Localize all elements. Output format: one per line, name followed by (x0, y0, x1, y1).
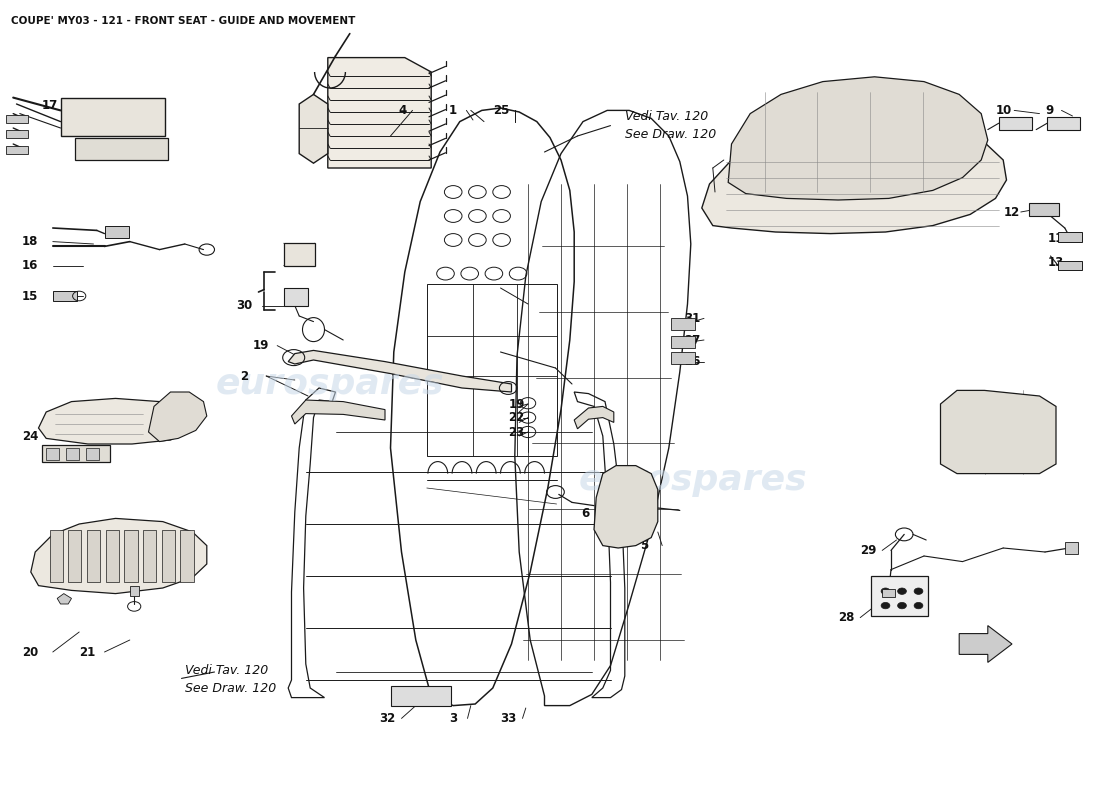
Text: 13: 13 (1047, 256, 1064, 269)
Polygon shape (702, 124, 1007, 234)
Bar (87, 530, 100, 582)
Text: 6: 6 (581, 507, 590, 520)
Text: 22: 22 (508, 411, 525, 424)
Bar (46, 448, 59, 460)
Bar (53, 291, 77, 301)
Polygon shape (594, 466, 658, 548)
Bar (106, 530, 119, 582)
Text: 18: 18 (22, 235, 38, 248)
Bar (427, 284, 557, 456)
Polygon shape (148, 392, 207, 442)
Text: 25: 25 (493, 104, 509, 117)
Text: 17: 17 (42, 99, 58, 112)
Bar (180, 530, 194, 582)
Bar (1028, 203, 1059, 216)
Text: 32: 32 (379, 712, 396, 725)
Bar (390, 686, 451, 706)
Bar (284, 288, 308, 306)
Polygon shape (574, 406, 614, 429)
Bar (284, 243, 315, 266)
Text: 29: 29 (860, 544, 877, 557)
Text: 24: 24 (22, 430, 38, 442)
Text: 9: 9 (1045, 104, 1054, 117)
Bar (60, 98, 165, 136)
Bar (124, 530, 138, 582)
Bar (75, 138, 168, 160)
Polygon shape (728, 77, 988, 200)
Text: 11: 11 (1047, 232, 1064, 245)
Text: 23: 23 (508, 426, 525, 438)
Bar (42, 445, 110, 462)
Text: 30: 30 (236, 299, 253, 312)
Bar (871, 576, 928, 616)
Polygon shape (328, 58, 431, 168)
Bar (671, 352, 695, 364)
Polygon shape (940, 390, 1056, 474)
Bar (104, 226, 129, 238)
Text: 19: 19 (508, 398, 525, 410)
Polygon shape (959, 626, 1012, 662)
Bar (1065, 542, 1078, 554)
Circle shape (881, 588, 890, 594)
Text: 15: 15 (22, 290, 38, 302)
Bar (68, 530, 81, 582)
Bar (6, 146, 28, 154)
Bar (143, 530, 156, 582)
Polygon shape (31, 518, 207, 594)
Polygon shape (299, 94, 328, 163)
Text: 3: 3 (449, 712, 456, 725)
Circle shape (898, 602, 906, 609)
Text: eurospares: eurospares (579, 463, 807, 497)
Text: 26: 26 (684, 355, 701, 368)
Bar (1058, 261, 1082, 270)
Bar (86, 448, 99, 460)
Polygon shape (57, 594, 72, 604)
Text: See Draw. 120: See Draw. 120 (185, 682, 276, 694)
Text: 21: 21 (79, 646, 96, 658)
Bar (1058, 232, 1082, 242)
Text: 5: 5 (640, 539, 648, 552)
Bar (671, 336, 695, 348)
Text: 20: 20 (22, 646, 38, 658)
Text: COUPE' MY03 - 121 - FRONT SEAT - GUIDE AND MOVEMENT: COUPE' MY03 - 121 - FRONT SEAT - GUIDE A… (11, 16, 355, 26)
Polygon shape (39, 398, 192, 444)
Text: 8: 8 (944, 443, 952, 456)
Bar (50, 530, 63, 582)
Bar (6, 115, 28, 123)
Bar (162, 530, 175, 582)
Circle shape (881, 602, 890, 609)
Bar (671, 318, 695, 330)
Bar (6, 130, 28, 138)
Text: 10: 10 (996, 104, 1012, 117)
Bar (1047, 117, 1080, 130)
Text: See Draw. 120: See Draw. 120 (625, 128, 716, 141)
Circle shape (914, 588, 923, 594)
Text: eurospares: eurospares (216, 367, 444, 401)
Circle shape (914, 602, 923, 609)
Bar (66, 448, 79, 460)
Text: 14: 14 (1032, 443, 1048, 456)
Text: 7: 7 (988, 443, 996, 456)
Text: 2: 2 (240, 370, 248, 382)
Text: Vedi Tav. 120: Vedi Tav. 120 (185, 664, 268, 677)
Text: Vedi Tav. 120: Vedi Tav. 120 (625, 110, 708, 122)
Circle shape (898, 588, 906, 594)
Bar (999, 117, 1032, 130)
Polygon shape (292, 400, 385, 424)
Polygon shape (288, 350, 512, 392)
Bar (130, 586, 139, 596)
Text: 27: 27 (684, 334, 701, 346)
Text: 12: 12 (1003, 206, 1020, 218)
Text: 16: 16 (22, 259, 38, 272)
Text: 19: 19 (253, 339, 270, 352)
Text: 4: 4 (398, 104, 407, 117)
Text: 28: 28 (838, 611, 855, 624)
Text: 33: 33 (500, 712, 517, 725)
Text: 31: 31 (684, 312, 701, 325)
Bar (882, 589, 895, 597)
Text: 1: 1 (449, 104, 456, 117)
